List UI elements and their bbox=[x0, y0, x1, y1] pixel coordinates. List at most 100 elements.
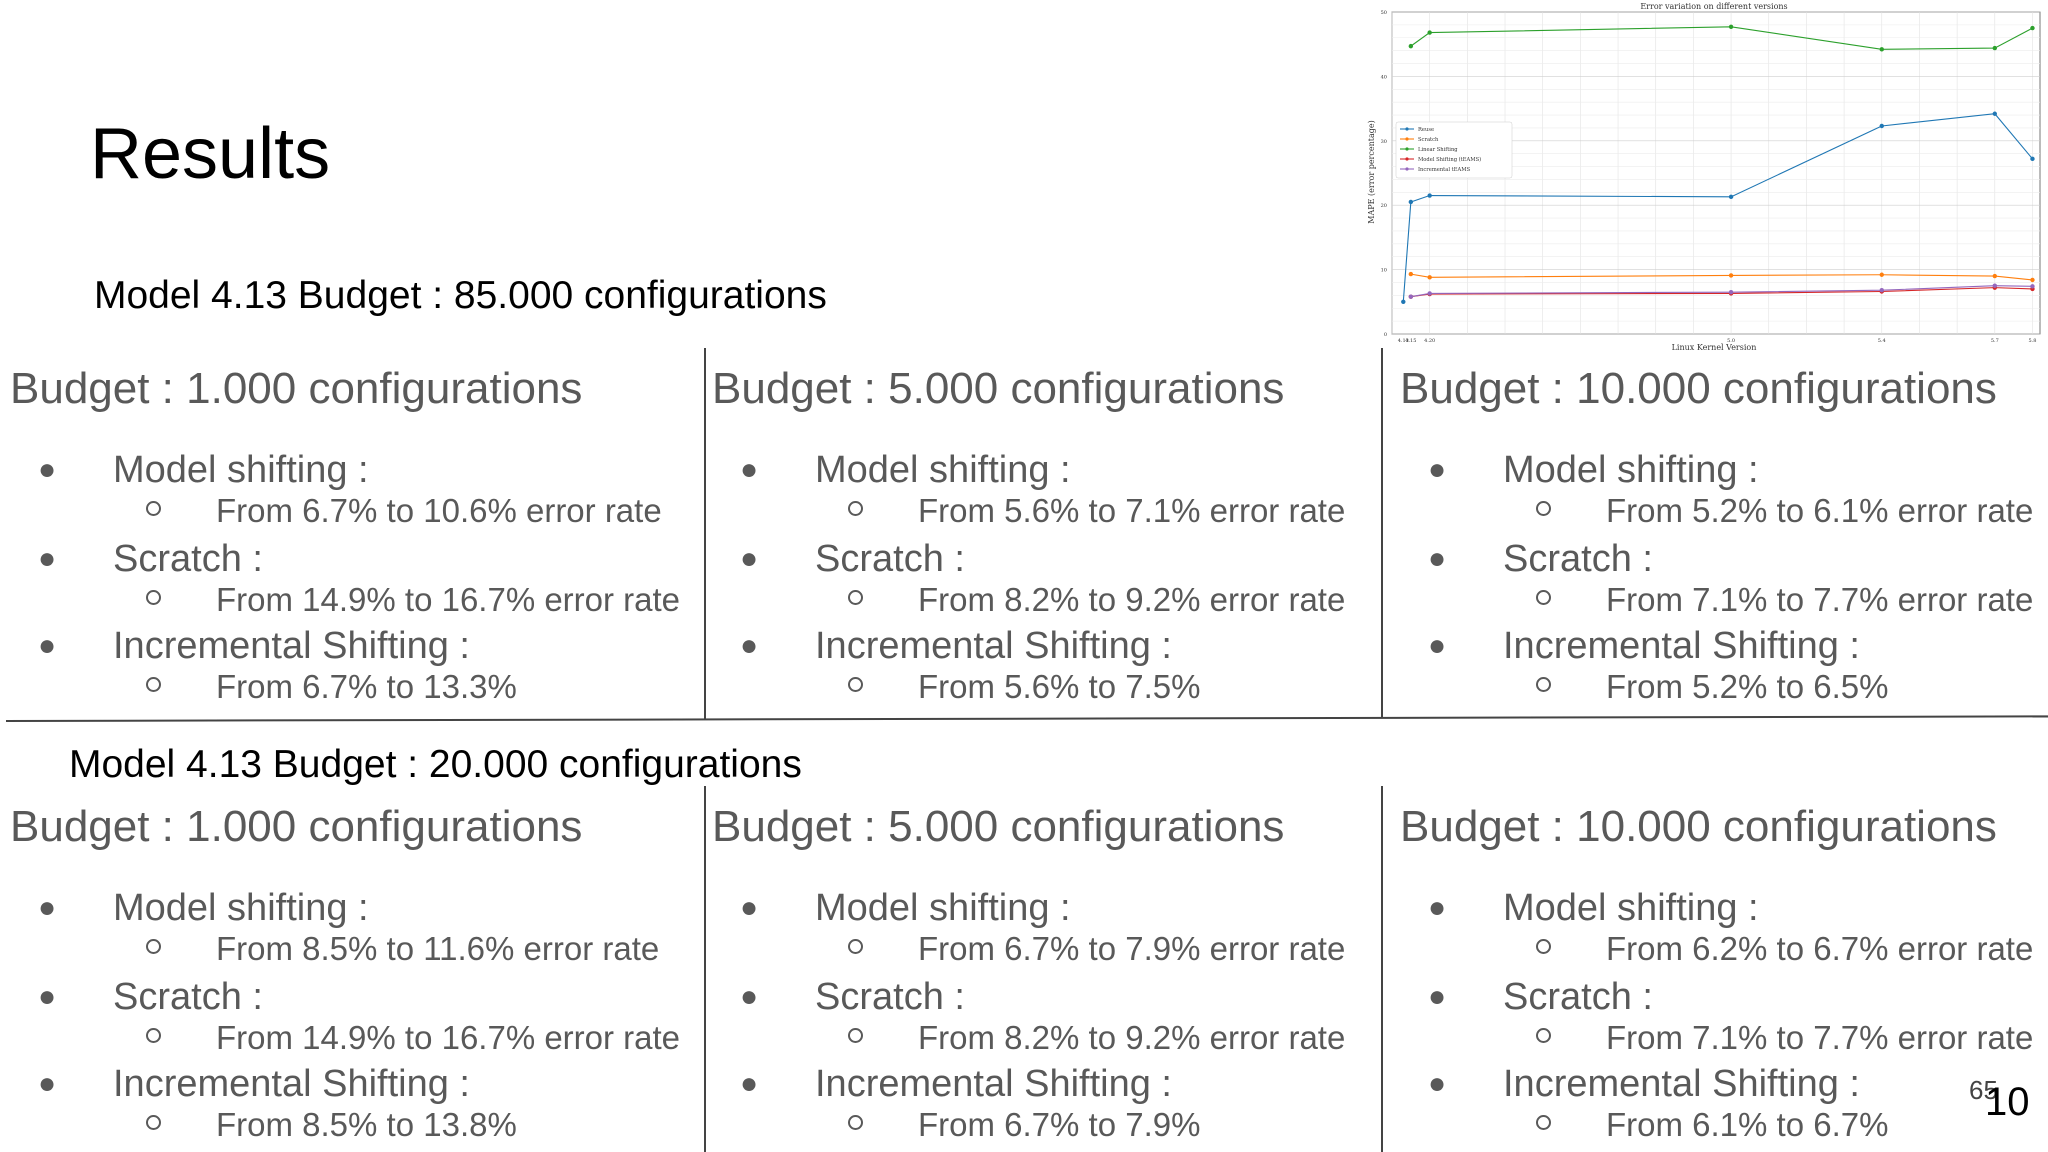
error-variation-chart: 0 10 20 30 40 50 4.134.15 4.20 5.0 5.4 5.7 5.8 Reus… bbox=[1367, 2, 2041, 352]
chart-y-tick-label: 30 bbox=[1381, 139, 1387, 145]
chart-x-tick-label: 4.20 bbox=[1424, 338, 1435, 344]
chart-x-tick-label: 4.13 bbox=[1398, 338, 1409, 344]
bullet-dot-icon: ● bbox=[38, 453, 57, 486]
bullet-circle-icon bbox=[848, 1028, 863, 1043]
chart-legend-marker bbox=[1405, 157, 1409, 161]
chart-legend-marker bbox=[1405, 167, 1409, 171]
chart-data-point bbox=[1408, 294, 1414, 299]
chart-legend-marker bbox=[1405, 147, 1409, 151]
method-label: Model shifting : bbox=[113, 887, 369, 929]
bullet-dot-icon: ● bbox=[1428, 980, 1447, 1013]
method-label: Scratch : bbox=[815, 976, 965, 1018]
chart-data-point bbox=[1879, 272, 1884, 277]
method-label: Incremental Shifting : bbox=[1503, 1063, 1860, 1105]
bullet-circle-icon bbox=[146, 1115, 161, 1130]
chart-x-tick-label: 5.4 bbox=[1878, 338, 1886, 344]
budget-column-title: Budget : 5.000 configurations bbox=[712, 364, 1285, 413]
method-label: Scratch : bbox=[113, 976, 263, 1018]
section-heading: Model 4.13 Budget : 85.000 configuration… bbox=[94, 274, 827, 317]
method-label: Model shifting : bbox=[815, 887, 1071, 929]
bullet-dot-icon: ● bbox=[740, 980, 759, 1013]
chart-series-line bbox=[1410, 26, 2033, 50]
bullet-dot-icon: ● bbox=[740, 542, 759, 575]
chart-y-tick-label: 20 bbox=[1381, 203, 1387, 209]
error-range-text: From 7.1% to 7.7% error rate bbox=[1606, 581, 2034, 618]
method-label: Model shifting : bbox=[113, 449, 369, 491]
bullet-dot-icon: ● bbox=[740, 891, 759, 924]
bullet-dot-icon: ● bbox=[1428, 453, 1447, 486]
chart-data-point bbox=[1401, 299, 1406, 304]
chart-data-point bbox=[1728, 273, 1734, 278]
chart-data-point bbox=[2030, 277, 2035, 283]
chart-data-point bbox=[1427, 193, 1432, 198]
chart-legend-label: Model Shifting (tEAMS) bbox=[1418, 156, 1481, 163]
bullet-dot-icon: ● bbox=[38, 542, 57, 575]
error-range-text: From 14.9% to 16.7% error rate bbox=[216, 1019, 681, 1056]
chart-data-point bbox=[1992, 45, 1997, 51]
chart-x-tick-label: 5.7 bbox=[1991, 338, 1999, 344]
bullet-circle-icon bbox=[146, 1028, 161, 1043]
chart-data-point bbox=[1992, 283, 1997, 288]
method-label: Scratch : bbox=[113, 538, 263, 580]
chart-data-point bbox=[1427, 291, 1432, 296]
chart-legend-label: Reuse bbox=[1418, 127, 1434, 133]
error-range-text: From 5.6% to 7.1% error rate bbox=[918, 492, 1346, 529]
slide-title: Results bbox=[90, 114, 331, 194]
error-range-text: From 6.1% to 6.7% bbox=[1606, 1106, 1889, 1143]
error-range-text: From 5.6% to 7.5% bbox=[918, 668, 1201, 705]
bullet-circle-icon bbox=[848, 1115, 863, 1130]
bullet-dot-icon: ● bbox=[38, 1067, 57, 1100]
chart-data-point bbox=[1728, 289, 1734, 295]
chart-data-point bbox=[1728, 194, 1734, 200]
chart-data-point bbox=[1879, 47, 1884, 52]
chart-y-tick-label: 40 bbox=[1381, 74, 1387, 80]
chart-legend-label: Linear Shifting bbox=[1418, 147, 1458, 153]
chart-x-tick-label: 5.8 bbox=[2028, 338, 2036, 344]
bullet-dot-icon: ● bbox=[1428, 629, 1447, 662]
bullet-circle-icon bbox=[848, 501, 863, 516]
budget-column-title: Budget : 1.000 configurations bbox=[10, 802, 583, 851]
bullet-circle-icon bbox=[848, 677, 863, 692]
chart-y-tick-label: 0 bbox=[1384, 332, 1387, 338]
bullet-circle-icon bbox=[1536, 939, 1551, 954]
bullet-circle-icon bbox=[1536, 1115, 1551, 1130]
bullet-dot-icon: ● bbox=[740, 1067, 759, 1100]
section-divider bbox=[5, 715, 2048, 722]
chart-data-point bbox=[2030, 25, 2035, 31]
budget-column-title: Budget : 10.000 configurations bbox=[1400, 364, 1997, 413]
error-range-text: From 14.9% to 16.7% error rate bbox=[216, 581, 681, 618]
column-divider bbox=[1381, 786, 1383, 1152]
bullet-dot-icon: ● bbox=[38, 891, 57, 924]
budget-column-title: Budget : 10.000 configurations bbox=[1400, 802, 1997, 851]
chart-y-axis-label: MAPE (error percentage) bbox=[1367, 120, 1376, 223]
chart-data-point bbox=[1427, 30, 1432, 35]
error-range-text: From 6.7% to 10.6% error rate bbox=[216, 492, 662, 529]
chart-data-point bbox=[1879, 288, 1884, 293]
chart-data-point bbox=[1992, 111, 1997, 116]
error-range-text: From 6.2% to 6.7% error rate bbox=[1606, 930, 2034, 967]
method-label: Model shifting : bbox=[1503, 449, 1759, 491]
bullet-circle-icon bbox=[146, 590, 161, 605]
error-range-text: From 8.5% to 13.8% bbox=[216, 1106, 517, 1143]
chart-data-point bbox=[1728, 24, 1734, 30]
page-number: 10 bbox=[1985, 1080, 2030, 1124]
budget-column-title: Budget : 5.000 configurations bbox=[712, 802, 1285, 851]
chart-x-axis-label: Linux Kernel Version bbox=[1672, 343, 1757, 352]
error-range-text: From 6.7% to 13.3% bbox=[216, 668, 517, 705]
bullet-circle-icon bbox=[848, 939, 863, 954]
bullet-circle-icon bbox=[1536, 590, 1551, 605]
method-label: Scratch : bbox=[1503, 976, 1653, 1018]
column-divider bbox=[1381, 348, 1383, 718]
method-label: Model shifting : bbox=[815, 449, 1071, 491]
bullet-dot-icon: ● bbox=[38, 629, 57, 662]
chart-legend-label: Scratch bbox=[1418, 137, 1439, 143]
chart-y-tick-label: 10 bbox=[1381, 268, 1387, 274]
bullet-circle-icon bbox=[1536, 1028, 1551, 1043]
chart-data-point bbox=[2030, 284, 2035, 289]
bullet-circle-icon bbox=[146, 677, 161, 692]
error-range-text: From 8.5% to 11.6% error rate bbox=[216, 930, 660, 967]
bullet-dot-icon: ● bbox=[1428, 542, 1447, 575]
bullet-dot-icon: ● bbox=[1428, 891, 1447, 924]
bullet-circle-icon bbox=[146, 939, 161, 954]
error-range-text: From 5.2% to 6.5% bbox=[1606, 668, 1889, 705]
